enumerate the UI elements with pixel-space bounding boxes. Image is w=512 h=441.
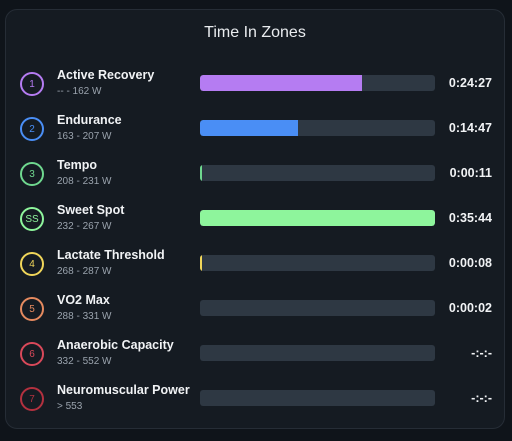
zone-bar-track bbox=[200, 120, 435, 136]
zone-bar-fill bbox=[200, 255, 202, 271]
zone-time: -:-:- bbox=[471, 346, 492, 360]
zone-range: 208 - 231 W bbox=[57, 176, 112, 187]
zone-row: 2 Endurance 163 - 207 W 0:14:47 bbox=[6, 111, 506, 151]
zone-time: 0:00:02 bbox=[448, 301, 492, 315]
zone-bar-track bbox=[200, 390, 435, 406]
zone-badge: 4 bbox=[20, 252, 44, 276]
zone-row: 5 VO2 Max 288 - 331 W 0:00:02 bbox=[6, 291, 506, 331]
zone-range: 332 - 552 W bbox=[57, 356, 112, 367]
zone-badge: 5 bbox=[20, 297, 44, 321]
zone-name: Tempo bbox=[57, 158, 98, 172]
zone-bar-track bbox=[200, 75, 435, 91]
zone-bar-fill bbox=[200, 75, 363, 91]
zone-bar-track bbox=[200, 300, 435, 316]
zone-row: 4 Lactate Threshold 268 - 287 W 0:00:08 bbox=[6, 246, 506, 286]
zone-name: Active Recovery bbox=[57, 68, 155, 82]
zone-range: 163 - 207 W bbox=[57, 131, 112, 142]
zone-time: 0:00:08 bbox=[448, 256, 492, 270]
zone-time: -:-:- bbox=[471, 391, 492, 405]
zone-row: 7 Neuromuscular Power > 553 -:-:- bbox=[6, 381, 506, 421]
zone-bar-track bbox=[200, 255, 435, 271]
zone-row: 6 Anaerobic Capacity 332 - 552 W -:-:- bbox=[6, 336, 506, 376]
zone-range: 268 - 287 W bbox=[57, 266, 112, 277]
zone-badge: 3 bbox=[20, 162, 44, 186]
zone-range: -- - 162 W bbox=[57, 86, 102, 97]
zone-row: 3 Tempo 208 - 231 W 0:00:11 bbox=[6, 156, 506, 196]
zone-range: 232 - 267 W bbox=[57, 221, 112, 232]
zone-row: SS Sweet Spot 232 - 267 W 0:35:44 bbox=[6, 201, 506, 241]
zone-range: > 553 bbox=[57, 401, 83, 412]
zone-badge: 7 bbox=[20, 387, 44, 411]
zone-bar-track bbox=[200, 345, 435, 361]
zone-bar-fill bbox=[200, 210, 435, 226]
zone-bar-track bbox=[200, 210, 435, 226]
zone-badge: 1 bbox=[20, 72, 44, 96]
zone-range: 288 - 331 W bbox=[57, 311, 112, 322]
time-in-zones-card: Time In Zones 1 Active Recovery -- - 162… bbox=[5, 9, 505, 429]
zone-time: 0:00:11 bbox=[449, 166, 492, 180]
zone-bar-fill bbox=[200, 120, 298, 136]
zone-row: 1 Active Recovery -- - 162 W 0:24:27 bbox=[6, 66, 506, 106]
card-title: Time In Zones bbox=[204, 24, 306, 41]
zone-badge: 6 bbox=[20, 342, 44, 366]
zone-time: 0:24:27 bbox=[448, 76, 492, 90]
zone-name: Lactate Threshold bbox=[57, 248, 165, 262]
zone-badge: 2 bbox=[20, 117, 44, 141]
zone-time: 0:35:44 bbox=[448, 211, 492, 225]
zone-bar-track bbox=[200, 165, 435, 181]
zone-name: VO2 Max bbox=[57, 293, 110, 307]
zone-badge: SS bbox=[20, 207, 44, 231]
zone-name: Sweet Spot bbox=[57, 203, 125, 217]
zone-bar-fill bbox=[200, 165, 202, 181]
zone-time: 0:14:47 bbox=[448, 121, 492, 135]
zone-name: Neuromuscular Power bbox=[57, 383, 190, 397]
zone-name: Endurance bbox=[57, 113, 122, 127]
zone-name: Anaerobic Capacity bbox=[57, 338, 174, 352]
